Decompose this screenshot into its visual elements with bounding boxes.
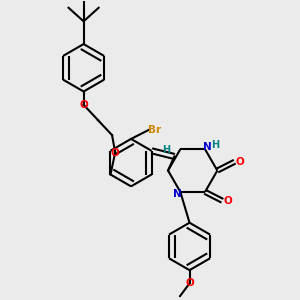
Text: O: O: [223, 196, 232, 206]
Text: N: N: [203, 142, 212, 152]
Text: O: O: [185, 278, 194, 288]
Text: Br: Br: [148, 125, 161, 135]
Text: O: O: [111, 148, 120, 158]
Text: H: H: [211, 140, 219, 150]
Text: N: N: [173, 189, 182, 200]
Text: O: O: [79, 100, 88, 110]
Text: O: O: [236, 157, 244, 167]
Text: H: H: [162, 145, 170, 154]
